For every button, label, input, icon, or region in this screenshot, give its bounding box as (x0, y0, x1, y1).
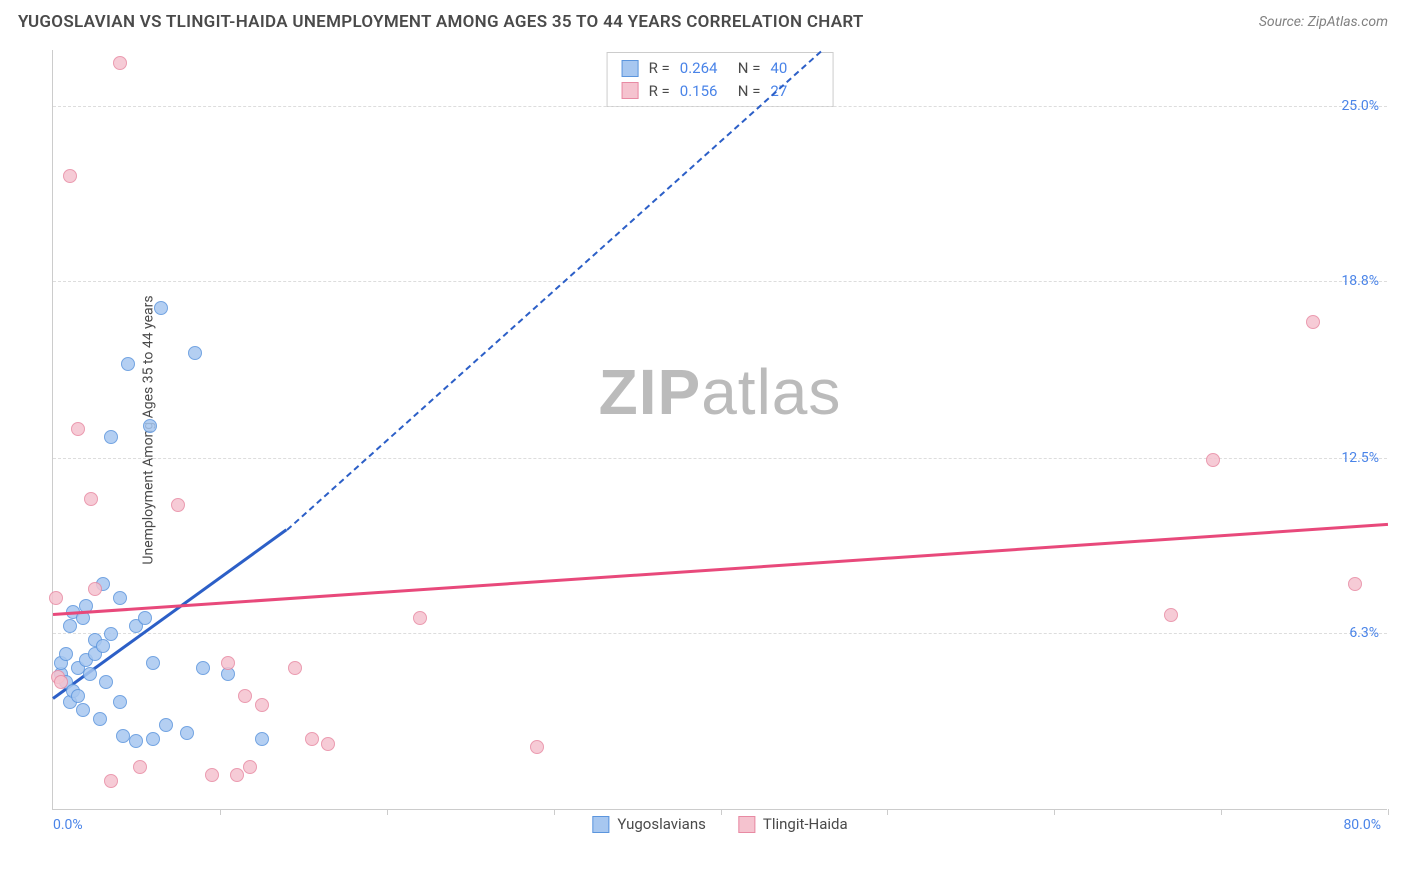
data-point (230, 768, 244, 782)
data-point (59, 647, 73, 661)
swatch-series-0 (622, 60, 639, 77)
legend-swatch-0 (592, 816, 609, 833)
data-point (54, 675, 68, 689)
data-point (146, 656, 160, 670)
x-tick (387, 809, 388, 815)
data-point (88, 582, 102, 596)
chart-title: YUGOSLAVIAN VS TLINGIT-HAIDA UNEMPLOYMEN… (18, 12, 864, 32)
swatch-series-1 (622, 82, 639, 99)
scatter-plot: ZIPatlas R = 0.264 N = 40 R = 0.156 N = … (52, 50, 1387, 810)
data-point (1164, 608, 1178, 622)
data-point (221, 656, 235, 670)
data-point (116, 729, 130, 743)
data-point (138, 611, 152, 625)
data-point (104, 430, 118, 444)
gridline (53, 106, 1387, 107)
x-tick (1221, 809, 1222, 815)
data-point (146, 732, 160, 746)
y-tick-label: 6.3% (1349, 625, 1379, 641)
data-point (93, 712, 107, 726)
data-point (196, 661, 210, 675)
gridline (53, 633, 1387, 634)
x-tick (1054, 809, 1055, 815)
gridline (53, 281, 1387, 282)
data-point (1306, 315, 1320, 329)
x-axis-min-label: 0.0% (53, 817, 83, 833)
stats-row-series-0: R = 0.264 N = 40 (622, 57, 819, 80)
data-point (205, 768, 219, 782)
data-point (143, 419, 157, 433)
data-point (1206, 453, 1220, 467)
data-point (49, 591, 63, 605)
data-point (288, 661, 302, 675)
data-point (305, 732, 319, 746)
data-point (255, 698, 269, 712)
data-point (84, 492, 98, 506)
x-tick (1388, 809, 1389, 815)
watermark: ZIPatlas (599, 355, 842, 429)
chart-container: Unemployment Among Ages 35 to 44 years Z… (42, 50, 1387, 810)
gridline (53, 458, 1387, 459)
data-point (104, 774, 118, 788)
data-point (113, 591, 127, 605)
data-point (83, 667, 97, 681)
data-point (530, 740, 544, 754)
legend-item-1: Tlingit-Haida (738, 815, 848, 833)
x-tick (721, 809, 722, 815)
data-point (321, 737, 335, 751)
data-point (180, 726, 194, 740)
legend-item-0: Yugoslavians (592, 815, 706, 833)
x-tick (220, 809, 221, 815)
data-point (255, 732, 269, 746)
x-axis-max-label: 80.0% (1343, 817, 1381, 833)
data-point (171, 498, 185, 512)
data-point (71, 422, 85, 436)
data-point (154, 301, 168, 315)
y-tick-label: 18.8% (1341, 273, 1379, 289)
stats-legend-box: R = 0.264 N = 40 R = 0.156 N = 27 (607, 52, 834, 107)
data-point (238, 689, 252, 703)
data-point (129, 734, 143, 748)
y-tick-label: 25.0% (1341, 98, 1379, 114)
source-attribution: Source: ZipAtlas.com (1259, 14, 1388, 30)
data-point (188, 346, 202, 360)
data-point (413, 611, 427, 625)
stats-row-series-1: R = 0.156 N = 27 (622, 80, 819, 103)
x-tick (887, 809, 888, 815)
y-tick-label: 12.5% (1341, 450, 1379, 466)
data-point (121, 357, 135, 371)
bottom-legend: Yugoslavians Tlingit-Haida (592, 815, 847, 833)
data-point (113, 56, 127, 70)
data-point (104, 627, 118, 641)
data-point (133, 760, 147, 774)
data-point (63, 169, 77, 183)
data-point (113, 695, 127, 709)
data-point (71, 689, 85, 703)
data-point (99, 675, 113, 689)
data-point (63, 619, 77, 633)
data-point (159, 718, 173, 732)
trend-line (53, 523, 1388, 616)
data-point (243, 760, 257, 774)
x-tick (554, 809, 555, 815)
data-point (76, 703, 90, 717)
data-point (1348, 577, 1362, 591)
legend-swatch-1 (738, 816, 755, 833)
